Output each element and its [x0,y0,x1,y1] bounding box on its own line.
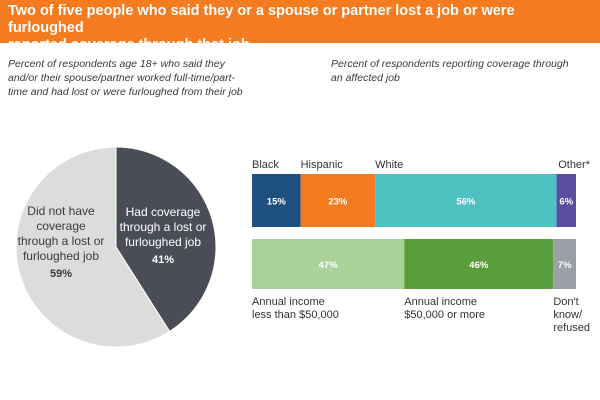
income-bar-category-label: less than $50,000 [252,309,339,321]
pie-value-label: 59% [50,268,72,280]
income-bar-value-label: 46% [469,260,489,271]
income-bar-category-label: Annual income [252,296,325,308]
bars-subtitle-line: Percent of respondents reporting coverag… [331,58,569,70]
bars-subtitle-line: an affected job [331,72,400,84]
pie-slice-label: furloughed job [23,249,99,263]
pie-slice [15,146,171,348]
race-bar-value-label: 6% [559,197,573,208]
income-bar-segment [404,239,554,289]
race-bar-segment [556,174,576,227]
pie-subtitle-line: time and had lost or were furloughed fro… [8,86,243,98]
race-bar-segment [252,174,301,227]
race-bar-category-label: Other* [558,159,591,171]
race-bar-category-label: Hispanic [301,159,344,171]
income-bar-category-label: Annual income [404,296,477,308]
pie-subtitle-line: and/or their spouse/partner worked full-… [8,72,236,84]
race-bar-category-label: White [375,159,403,171]
race-bar-value-label: 15% [267,197,287,208]
income-bar-category-label: Don't [553,296,578,308]
pie-slice [115,146,217,333]
title-line-2: reported coverage through that job. [8,37,254,53]
income-bar-category-label: refused [553,322,590,334]
race-bar-value-label: 23% [328,197,348,208]
race-bar-segment [375,174,557,227]
pie-slice-label: coverage [36,219,86,233]
income-bar-value-label: 47% [319,260,339,271]
pie-slice-label: Did not have [27,204,95,218]
income-bar-category-label: $50,000 or more [404,309,485,321]
pie-slice-label: through a lost or [120,220,207,234]
race-bar-segment [300,174,376,227]
pie-slice-label: through a lost or [18,234,105,248]
race-bar-category-label: Black [252,159,279,171]
footnote-divider [0,396,600,400]
pie-slice-label: furloughed job [125,235,201,249]
pie-value-label: 41% [152,254,174,266]
income-bar-segment [553,239,576,289]
title-line-1: Two of five people who said they or a sp… [8,3,515,36]
title-banner: Two of five people who said they or a sp… [0,0,600,53]
race-bar-value-label: 56% [456,197,476,208]
income-bar-category-label: know/ [553,309,583,321]
income-bar-value-label: 7% [558,260,572,271]
bars-subtitle: Percent of respondents reporting coverag… [331,57,593,85]
pie-slice-label: Had coverage [126,205,201,219]
pie-subtitle: Percent of respondents age 18+ who said … [8,57,293,99]
income-bar-segment [252,239,405,289]
pie-subtitle-line: Percent of respondents age 18+ who said … [8,58,225,70]
